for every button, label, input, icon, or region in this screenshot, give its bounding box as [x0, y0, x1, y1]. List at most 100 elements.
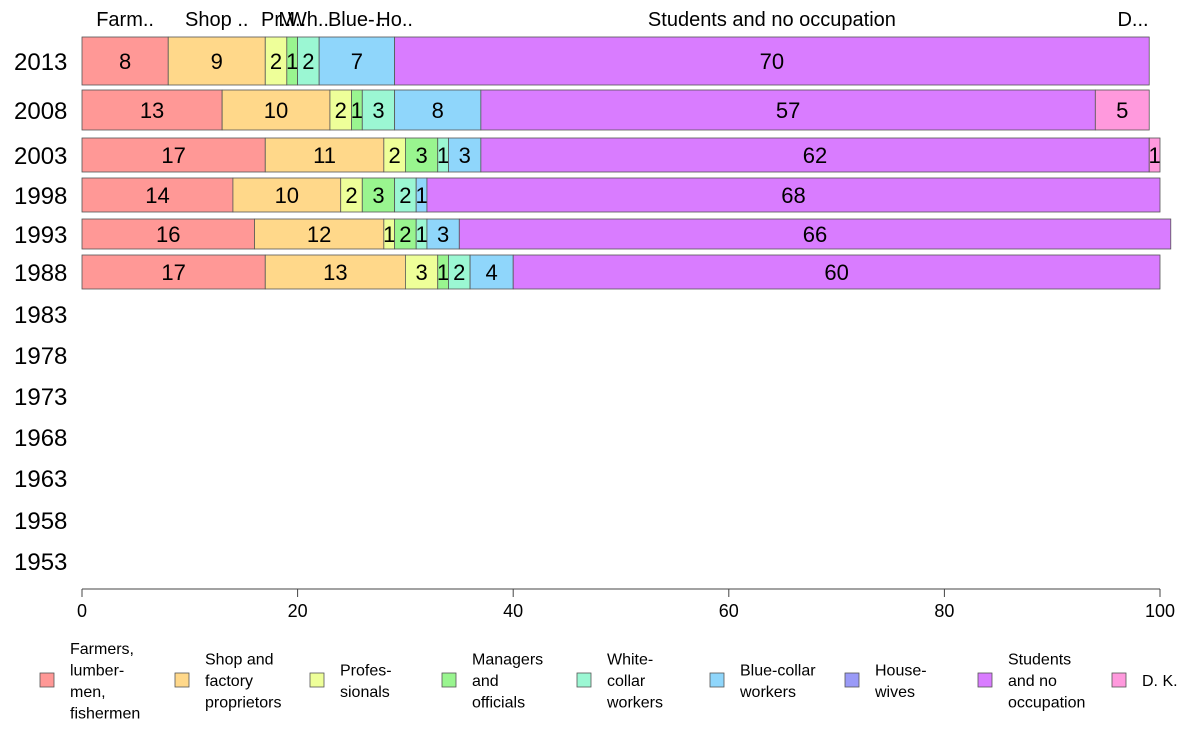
data-label-2008-5: 8 [432, 98, 444, 123]
y-tick-1978: 1978 [14, 343, 67, 370]
data-label-2008-4: 3 [372, 98, 384, 123]
legend-swatch-6 [844, 672, 860, 688]
bar-1988-1 [264, 254, 406, 290]
legend-swatch-1 [174, 672, 190, 688]
y-tick-1993: 1993 [14, 222, 67, 249]
data-label-2013-7: 70 [760, 49, 784, 74]
y-tick-1963: 1963 [14, 466, 67, 493]
data-label-2013-3: 1 [286, 49, 298, 74]
bar-1998-7 [426, 177, 1161, 213]
top-label-7: Students and no occupation [648, 9, 896, 31]
bar-1998-0 [81, 177, 234, 213]
data-label-1998-7: 68 [781, 183, 805, 208]
y-tick-1988: 1988 [14, 260, 67, 287]
top-label-5: Blue-.. [328, 9, 386, 31]
bar-2003-5 [448, 137, 482, 173]
data-label-1988-3: 1 [437, 260, 449, 285]
x-tick-20: 20 [288, 601, 308, 621]
data-label-1988-0: 17 [161, 260, 185, 285]
bar-1998-1 [232, 177, 342, 213]
data-label-1988-2: 3 [415, 260, 427, 285]
top-label-3: M.. [278, 9, 306, 31]
top-category-labels: Farm.. Shop .. Pr..M..Wh.. Blue-..Ho.. Stude… [96, 9, 1148, 31]
y-tick-2013: 2013 [14, 49, 67, 76]
data-label-1993-3: 2 [399, 222, 411, 247]
top-label-8: D... [1117, 9, 1148, 31]
data-label-2013-5: 7 [351, 49, 363, 74]
legend-swatch-7 [977, 672, 993, 688]
y-tick-1968: 1968 [14, 425, 67, 452]
legend-label-1: Shop and factory proprietors [205, 652, 281, 712]
data-label-2003-7: 62 [803, 143, 827, 168]
top-label-1: Shop .. [185, 9, 248, 31]
data-label-1993-1: 12 [307, 222, 331, 247]
data-label-2003-4: 1 [437, 143, 449, 168]
data-label-1998-1: 10 [275, 183, 299, 208]
data-label-2003-0: 17 [161, 143, 185, 168]
data-label-1998-3: 3 [372, 183, 384, 208]
data-label-1998-0: 14 [145, 183, 169, 208]
data-label-1993-5: 3 [437, 222, 449, 247]
data-label-2013-2: 2 [270, 49, 282, 74]
legend-label-2: Profes-sionals [340, 662, 392, 701]
data-label-1988-4: 2 [453, 260, 465, 285]
data-label-1988-1: 13 [323, 260, 347, 285]
y-tick-1973: 1973 [14, 384, 67, 411]
x-tick-60: 60 [719, 601, 739, 621]
y-tick-1983: 1983 [14, 302, 67, 329]
data-label-2008-2: 2 [335, 98, 347, 123]
data-label-1993-0: 16 [156, 222, 180, 247]
bar-2003-1 [264, 137, 385, 173]
data-label-1993-7: 66 [803, 222, 827, 247]
x-tick-40: 40 [503, 601, 523, 621]
data-label-2008-1: 10 [264, 98, 288, 123]
data-label-2013-4: 2 [302, 49, 314, 74]
top-label-4: Wh.. [288, 9, 329, 31]
bar-1993-0 [81, 218, 255, 250]
y-tick-2008: 2008 [14, 98, 67, 125]
data-label-2008-8: 5 [1116, 98, 1128, 123]
y-tick-1953: 1953 [14, 549, 67, 576]
bar-2008-5 [394, 89, 482, 131]
legend-label-8: D. K. [1142, 673, 1178, 690]
data-label-2008-0: 13 [140, 98, 164, 123]
legend-swatch-4 [576, 672, 592, 688]
data-label-1993-2: 1 [383, 222, 395, 247]
bar-1988-7 [512, 254, 1161, 290]
bar-2013-7 [394, 36, 1150, 86]
legend-swatch-5 [709, 672, 725, 688]
bar-2003-3 [404, 137, 439, 173]
bar-2013-5 [318, 36, 396, 86]
x-axis: 0 20 40 60 80 100 [77, 588, 1175, 621]
data-label-2003-2: 2 [388, 143, 400, 168]
x-tick-80: 80 [934, 601, 954, 621]
legend-label-5: Blue-collar workers [739, 662, 816, 701]
legend-label-7: Students and no occupation [1008, 652, 1085, 712]
legend-label-4: White-collar workers [606, 652, 663, 712]
y-tick-1998: 1998 [14, 183, 67, 210]
bar-2008-8 [1094, 89, 1150, 131]
top-label-0: Farm.. [96, 9, 154, 31]
bar-2003-7 [480, 137, 1150, 173]
data-label-1998-2: 2 [345, 183, 357, 208]
legend-swatch-0 [39, 672, 55, 688]
data-label-2003-5: 3 [459, 143, 471, 168]
top-label-2: Pr.. [261, 9, 291, 31]
data-label-2013-1: 9 [211, 49, 223, 74]
y-tick-1958: 1958 [14, 508, 67, 535]
legend-label-0: Farmers, lumber-men, fishermen [70, 641, 140, 723]
legend-swatch-2 [309, 672, 325, 688]
legend-swatch-3 [441, 672, 457, 688]
bar-1998-3 [361, 177, 396, 213]
bar-2003-8 [1148, 137, 1161, 173]
data-label-1998-4: 2 [399, 183, 411, 208]
x-tick-100: 100 [1145, 601, 1175, 621]
bar-1993-5 [426, 218, 460, 250]
data-label-2008-3: 1 [351, 98, 363, 123]
bar-1993-7 [458, 218, 1172, 250]
legend-swatch-8 [1111, 672, 1127, 688]
data-label-1993-4: 1 [415, 222, 427, 247]
bar-2013-0 [81, 36, 169, 86]
